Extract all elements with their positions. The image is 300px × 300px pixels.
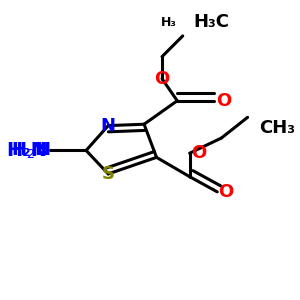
Text: CH₃: CH₃ bbox=[259, 119, 295, 137]
Text: O: O bbox=[191, 144, 206, 162]
Text: O: O bbox=[154, 70, 170, 88]
Text: H: H bbox=[35, 142, 50, 160]
Text: H₃C: H₃C bbox=[194, 13, 230, 31]
Text: N: N bbox=[101, 117, 116, 135]
Text: H₃: H₃ bbox=[161, 16, 177, 28]
Text: O: O bbox=[219, 183, 234, 201]
Text: H₂N: H₂N bbox=[7, 141, 47, 160]
Text: S: S bbox=[102, 165, 115, 183]
Text: H$_2$N: H$_2$N bbox=[11, 140, 50, 160]
Text: O: O bbox=[216, 92, 231, 110]
